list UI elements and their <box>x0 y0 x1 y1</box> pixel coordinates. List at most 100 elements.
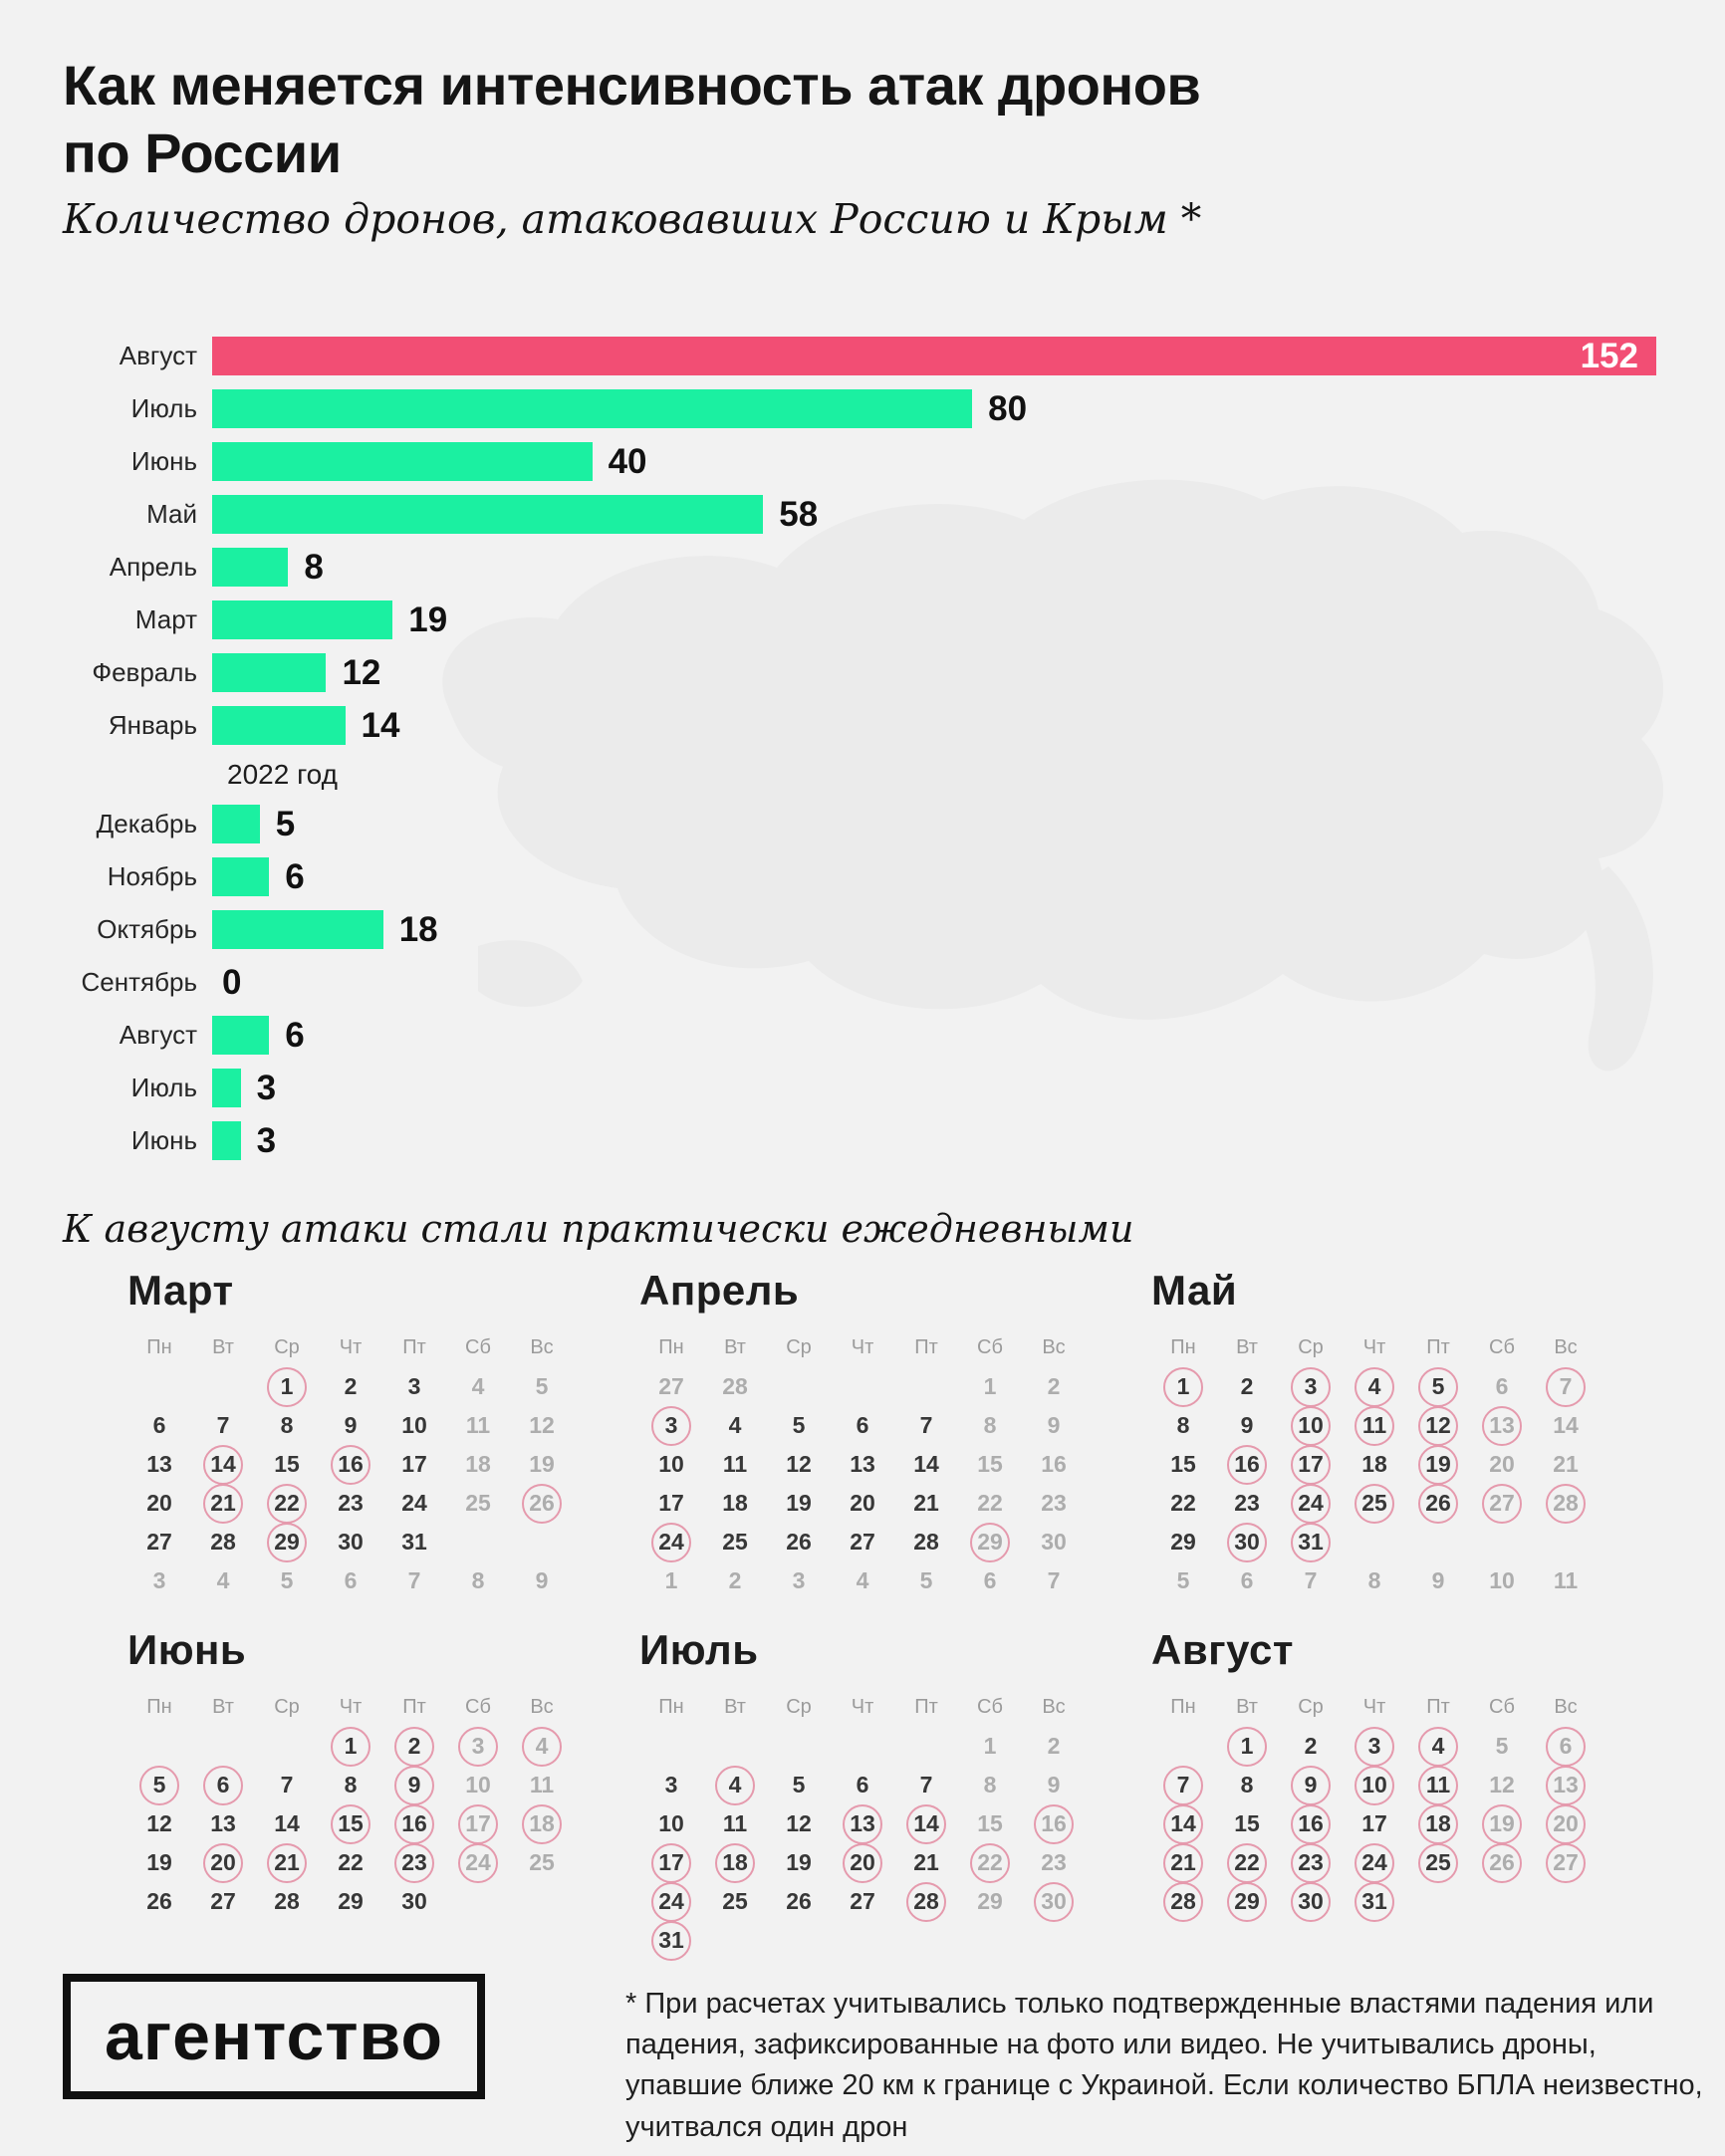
calendar-month-апрель: Апрель Пн Вт Ср Чт Пт Сб Вс 27 28 1 2 3 4 5 6 7 8 9 10 11 12 1… <box>639 1267 1090 1600</box>
calendar-day: 20 <box>1470 1445 1534 1484</box>
calendar-day: 27 <box>191 1882 255 1921</box>
calendar-day-circled: 25 <box>1343 1483 1406 1524</box>
calendar-day: 9 <box>319 1406 382 1445</box>
calendar-day: 22 <box>958 1484 1022 1523</box>
bar <box>212 389 973 428</box>
calendar-week-row: 17 18 19 20 21 22 23 <box>639 1484 1090 1523</box>
day-number: 28 <box>210 1529 236 1555</box>
calendar-week-row: 13 14 15 16 17 18 19 <box>127 1444 578 1485</box>
calendar-day-empty <box>894 1367 958 1406</box>
calendar-day-circled: 23 <box>382 1842 446 1883</box>
calendar-day-empty <box>767 1727 831 1766</box>
calendar-weekday-header: Пн Вт Ср Чт Пт Сб Вс <box>127 1696 578 1719</box>
day-number: 3 <box>664 1772 678 1797</box>
attack-day-circle <box>1418 1405 1458 1446</box>
attack-day-circle <box>1418 1444 1458 1485</box>
day-number: 14 <box>274 1810 300 1836</box>
calendar-day-circled: 24 <box>446 1842 510 1883</box>
calendar-day: 29 <box>1151 1523 1215 1561</box>
calendar-day-circled: 25 <box>1406 1842 1470 1883</box>
day-number: 28 <box>913 1529 939 1555</box>
attack-day-circle <box>843 1842 882 1883</box>
calendar-day-circled: 24 <box>639 1881 703 1922</box>
calendar-day-circled: 16 <box>1279 1803 1343 1844</box>
weekday-label: Ср <box>274 1336 300 1358</box>
calendar-day: 11 <box>1534 1561 1598 1600</box>
calendar-day-circled: 3 <box>639 1405 703 1446</box>
calendar-day-circled: 22 <box>1215 1842 1279 1883</box>
calendar-day-empty <box>767 1921 831 1960</box>
day-number: 26 <box>786 1888 812 1914</box>
calendar-day-circled: 9 <box>382 1765 446 1805</box>
calendar-day-empty <box>1470 1882 1534 1921</box>
calendar-day: 4 <box>831 1561 894 1600</box>
calendar-day: 23 <box>1022 1843 1086 1882</box>
calendar-day-circled: 21 <box>255 1842 319 1883</box>
calendar-day-empty <box>510 1523 574 1561</box>
chart-row: Январь 14 <box>63 706 1656 745</box>
weekday-label: Пт <box>1426 1336 1450 1358</box>
calendar-day: 5 <box>255 1561 319 1600</box>
calendar-month-июль: Июль Пн Вт Ср Чт Пт Сб Вс 1 2 3 4 5 6 7 8 9 10 11 12 13 14 15 1… <box>639 1626 1090 1961</box>
attack-day-circle <box>139 1765 179 1805</box>
weekday-label: Чт <box>851 1336 874 1358</box>
chart-row: Ноябрь 6 <box>63 857 1656 896</box>
weekday-label: Ср <box>786 1696 812 1718</box>
calendar-day: 12 <box>510 1406 574 1445</box>
day-number: 15 <box>1170 1451 1196 1477</box>
day-number: 4 <box>856 1567 869 1593</box>
day-number: 8 <box>983 1412 997 1438</box>
day-number: 20 <box>850 1490 875 1516</box>
calendar-day-circled: 18 <box>703 1842 767 1883</box>
calendar-day: 8 <box>958 1406 1022 1445</box>
calendar-day-circled: 16 <box>1022 1803 1086 1844</box>
calendar-day: 21 <box>894 1484 958 1523</box>
calendar-day: 28 <box>255 1882 319 1921</box>
day-number: 10 <box>401 1412 427 1438</box>
day-number: 2 <box>1240 1373 1254 1399</box>
day-number: 1 <box>983 1733 997 1759</box>
calendar-title: Июнь <box>127 1626 247 1673</box>
chart-row: Октябрь 18 <box>63 910 1656 949</box>
calendar-day: 30 <box>319 1523 382 1561</box>
calendar-day: 17 <box>639 1484 703 1523</box>
bar-category-label: Октябрь <box>97 914 197 944</box>
chart-row: Июль 3 <box>63 1069 1656 1107</box>
calendar-day: 6 <box>831 1766 894 1804</box>
attack-day-circle <box>458 1726 498 1767</box>
weekday-label: Вс <box>1554 1336 1578 1358</box>
attack-day-circle <box>1291 1522 1331 1562</box>
calendar-day: 6 <box>1470 1367 1534 1406</box>
calendar-day-empty <box>894 1921 958 1960</box>
bar-track: 3 <box>212 1121 1656 1160</box>
bar <box>212 805 260 843</box>
attack-day-circle <box>1355 1765 1394 1805</box>
attack-day-circle <box>1163 1881 1203 1922</box>
day-number: 17 <box>401 1451 427 1477</box>
calendar-day-circled: 26 <box>510 1483 574 1524</box>
calendar-day: 6 <box>958 1561 1022 1600</box>
weekday-label: Пт <box>402 1696 426 1718</box>
calendar-weekday-header: Пн Вт Ср Чт Пт Сб Вс <box>639 1336 1090 1359</box>
bar-value-label: 0 <box>222 962 242 1002</box>
calendar-weekday-header: Пн Вт Ср Чт Пт Сб Вс <box>639 1696 1090 1719</box>
calendar-day: 12 <box>127 1804 191 1843</box>
bar-category-label: Апрель <box>109 552 197 582</box>
calendar-week-row: 22 23 24 25 26 27 28 <box>1151 1483 1602 1524</box>
calendar-day: 21 <box>1534 1445 1598 1484</box>
calendar-week-row: 21 22 23 24 25 26 27 <box>1151 1842 1602 1883</box>
calendar-day: 3 <box>127 1561 191 1600</box>
calendar-day: 27 <box>831 1523 894 1561</box>
day-number: 5 <box>792 1772 806 1797</box>
calendar-week-row: 15 16 17 18 19 20 21 <box>1151 1444 1602 1485</box>
calendar-day: 7 <box>255 1766 319 1804</box>
bar-track: 8 <box>212 548 1656 587</box>
calendar-day-circled: 28 <box>1534 1483 1598 1524</box>
logo-text: агентство <box>105 1999 444 2074</box>
calendar-day: 30 <box>1022 1523 1086 1561</box>
day-number: 26 <box>786 1529 812 1555</box>
weekday-label: Вс <box>530 1336 554 1358</box>
